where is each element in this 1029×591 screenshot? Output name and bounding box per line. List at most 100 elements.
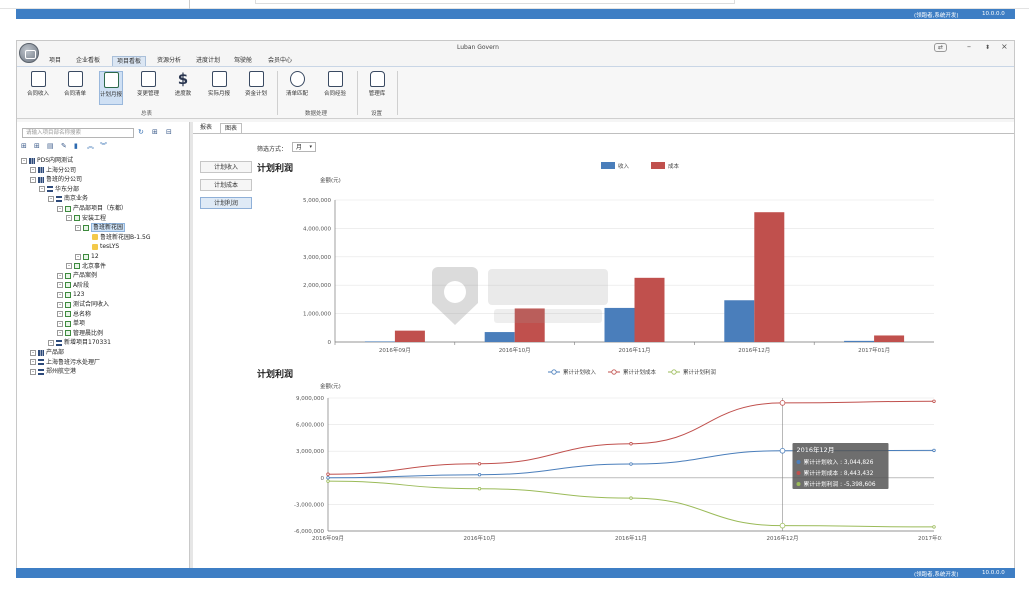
tree-expander-icon[interactable]: - [30,368,36,375]
tab-chart[interactable]: 图表 [220,123,243,133]
tree-node[interactable]: - 鲁班新花园 [75,223,126,233]
tab-member-center[interactable]: 会员中心 [267,57,292,64]
tree-expander-icon[interactable]: - [21,157,27,164]
tree-node[interactable]: 鲁班新花园B-1.5G [84,233,150,242]
tree-expander-icon[interactable]: - [75,253,81,260]
plan-monthly-button[interactable]: 计划月报 [99,71,123,105]
tree-node[interactable]: - PDS内网测试 [21,156,73,165]
tab-report[interactable]: 报表 [200,124,213,131]
add-node-icon[interactable]: ⊞ [21,142,27,150]
tree-node[interactable]: - 新增项目170331 [48,338,111,347]
tree-node-label: A阶段 [73,281,90,289]
tree-node[interactable]: - 郑州航空港 [30,367,76,376]
tab-resource-analysis[interactable]: 资源分析 [156,57,181,64]
hourglass-icon [289,71,305,87]
tree-expander-icon[interactable]: - [57,301,63,308]
move-up-icon[interactable]: ︽ [87,142,94,150]
plan-profit-button[interactable]: 计划利润 [200,197,252,209]
add-child-icon[interactable]: ⊞ [34,142,40,150]
tree-expander-icon[interactable]: - [48,195,54,202]
line-chart-ylabel: 金额(元) [320,382,341,390]
tree-node[interactable]: - 产品部 [30,348,64,357]
tree-node[interactable]: - 安装工程 [66,214,106,223]
box-icon [83,224,89,231]
document-icon[interactable]: ▤ [47,142,54,150]
tree-expander-icon[interactable]: - [30,167,36,174]
app-logo-icon[interactable] [19,43,39,63]
tree-expander-icon[interactable]: - [57,311,63,318]
tab-schedule-plan[interactable]: 进度计划 [195,57,220,64]
contract-list-button[interactable]: 合同清单 [63,71,87,105]
tree-expander-icon[interactable]: - [30,176,36,183]
tree-node[interactable]: - 华东分部 [39,185,79,194]
dollar-icon: $ [177,70,189,88]
window-title: Luban Govern [457,44,499,51]
tree-node[interactable]: - 南京业务 [48,194,88,203]
database-icon [369,71,385,87]
refresh-icon[interactable]: ↻ [138,128,144,136]
tree-node[interactable]: - 总名称 [57,310,91,319]
collapse-all-icon[interactable]: ⊟ [166,128,172,136]
plan-income-button[interactable]: 计划收入 [200,161,252,173]
tree-node[interactable]: - 单项 [57,319,85,328]
contract-experience-button[interactable]: 合同经验 [323,71,347,105]
tree-node[interactable]: - 上海分公司 [30,166,76,175]
tree-expander-icon[interactable]: - [57,205,63,212]
x-tick-label: 2016年09月 [312,534,344,542]
list-match-button[interactable]: 清单匹配 [285,71,309,105]
maximize-button[interactable]: ⬍ [985,44,991,51]
tree-expander-icon[interactable]: - [57,272,63,279]
group-separator [277,71,278,115]
panel-splitter[interactable] [190,122,193,568]
tree-expander-icon[interactable]: - [48,339,54,346]
project-search-input[interactable]: 请输入项目部名称搜索 [22,128,134,138]
progress-payment-button[interactable]: $ 进度款 [171,71,195,105]
tooltip-line: 累计计划成本 : 8,443,432 [804,469,874,477]
tree-expander-icon[interactable]: - [39,186,45,193]
edit-icon[interactable]: ✎ [61,142,67,150]
tree-expander-icon[interactable] [84,234,90,240]
tree-expander-icon[interactable]: - [30,359,36,366]
tree-node[interactable]: - 测试合同收入 [57,300,109,309]
tree-node[interactable]: - 123 [57,290,84,299]
fund-plan-label: 资金计划 [244,91,267,97]
tree-node[interactable]: tesLYS [84,242,119,251]
tree-node[interactable]: - 产品案例 [57,271,97,280]
tab-cockpit[interactable]: 驾驶舱 [233,57,252,64]
tree-expander-icon[interactable]: - [57,291,63,298]
tree-expander-icon[interactable]: - [30,349,36,356]
bar [514,308,545,342]
fund-plan-button[interactable]: 资金计划 [244,71,268,105]
actual-monthly-button[interactable]: 实际月报 [207,71,231,105]
tree-expander-icon[interactable]: - [57,330,63,337]
tree-expander-icon[interactable]: - [75,224,81,231]
y-tick-label: 2,000,000 [303,283,331,289]
tree-node[interactable]: - 鲁班的分公司 [30,175,82,184]
tree-node[interactable]: - 北京事件 [66,262,106,271]
swap-icon[interactable]: ⇄ [934,43,948,52]
tree-node[interactable]: - 产品部项目（东都） [57,204,127,213]
tree-expander-icon[interactable]: - [66,215,72,222]
tree-node[interactable]: - 12 [75,252,99,261]
tree-expander-icon[interactable] [84,244,90,250]
tab-enterprise-board[interactable]: 企业看板 [75,57,100,64]
tree-node[interactable]: - A阶段 [57,281,89,290]
expand-all-icon[interactable]: ⊞ [152,128,158,136]
chevron-down-icon: ▾ [309,144,312,150]
tree-expander-icon[interactable]: - [66,263,72,270]
plan-cost-button[interactable]: 计划成本 [200,179,252,191]
tree-node[interactable]: - 管理晨比例 [57,329,103,338]
tree-expander-icon[interactable]: - [57,320,63,327]
contract-income-button[interactable]: 合同收入 [26,71,50,105]
filter-period-select[interactable]: 月 ▾ [292,142,316,152]
tree-expander-icon[interactable]: - [57,282,63,289]
delete-icon[interactable]: ▮ [74,142,78,150]
minimize-button[interactable]: – [967,42,971,51]
tree-node[interactable]: - 上海鲁班污水处理厂 [30,358,100,367]
close-button[interactable]: × [1001,42,1008,51]
change-management-button[interactable]: 变更管理 [136,71,160,105]
tab-project[interactable]: 项目 [48,57,61,64]
management-library-button[interactable]: 管理库 [365,71,389,105]
move-down-icon[interactable]: ︾ [100,142,107,150]
tab-project-board[interactable]: 项目看板 [112,56,146,66]
